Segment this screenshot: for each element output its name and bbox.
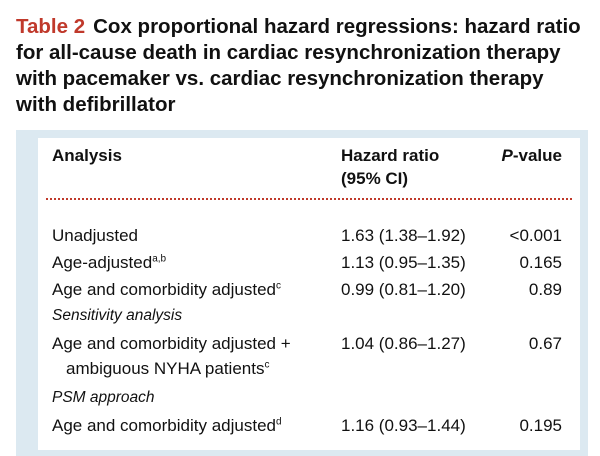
row-p-value: 0.195 (519, 416, 562, 435)
table-label: Table 2 (16, 15, 86, 38)
row-p-value: <0.001 (509, 226, 562, 245)
row-analysis: Age-adjusted (52, 253, 153, 272)
row-analysis: Age and comorbidity adjusted (52, 280, 276, 299)
row-p-value: 0.89 (528, 280, 562, 299)
header-divider (46, 198, 572, 200)
header-hazard-ratio: Hazard ratio (95% CI) (341, 144, 439, 190)
row-analysis-cell: Age-adjusteda,b (52, 251, 166, 275)
header-hazard-ratio-line1: Hazard ratio (341, 146, 440, 165)
header-p-rest: -value (512, 146, 562, 165)
row-hazard-ratio: 0.99 (0.81–1.20) (341, 280, 466, 299)
section-label: Sensitivity analysis (52, 307, 183, 324)
row-footnote-marker: d (275, 416, 282, 428)
row-analysis-cell: ambiguous NYHA patientsc (52, 357, 269, 381)
row-p-value: 0.67 (528, 334, 562, 353)
row-analysis: Age and comorbidity adjusted + (52, 334, 291, 353)
row-analysis-continuation: ambiguous NYHA patients (66, 359, 265, 378)
row-hazard-ratio: 1.13 (0.95–1.35) (341, 253, 466, 272)
header-p-italic: P (501, 146, 513, 165)
header-analysis: Analysis (52, 146, 122, 165)
header-p-value: P-value (502, 144, 562, 167)
row-hazard-ratio: 1.16 (0.93–1.44) (341, 416, 466, 435)
row-hazard-ratio: 1.04 (0.86–1.27) (341, 334, 466, 353)
results-table: Analysis Hazard ratio (95% CI) P-value U… (38, 138, 580, 450)
row-hazard-ratio: 1.63 (1.38–1.92) (341, 226, 466, 245)
row-footnote-marker: a,b (152, 253, 167, 265)
row-footnote-marker: c (275, 280, 281, 292)
table-panel: Analysis Hazard ratio (95% CI) P-value U… (16, 130, 588, 456)
row-p-value: 0.165 (519, 253, 562, 272)
header-hazard-ratio-line2: (95% CI) (341, 169, 409, 188)
row-analysis: Unadjusted (52, 226, 139, 245)
row-footnote-marker: c (264, 359, 270, 371)
section-label: PSM approach (52, 389, 155, 406)
row-analysis-cell: Age and comorbidity adjustedc (52, 278, 281, 302)
table-caption: Table 2 Cox proportional hazard regressio… (16, 14, 588, 118)
table-title: Cox proportional hazard regressions: haz… (16, 15, 581, 116)
row-analysis-cell: Age and comorbidity adjustedd (52, 414, 282, 438)
row-analysis: Age and comorbidity adjusted (52, 416, 276, 435)
